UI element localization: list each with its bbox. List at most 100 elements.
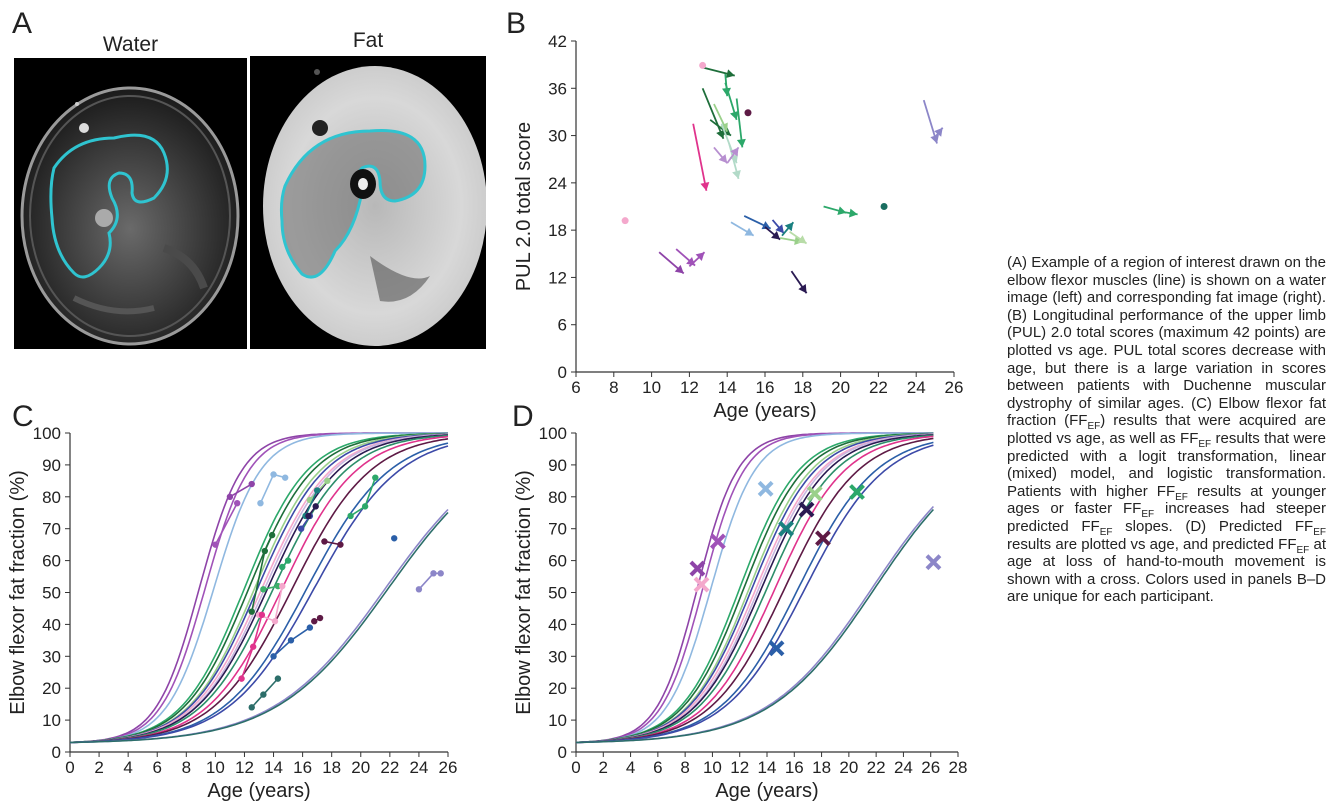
x-tick-label: 24	[907, 378, 926, 397]
observed-point	[279, 582, 286, 590]
arrow-head	[797, 235, 807, 244]
x-tick-label: 26	[921, 758, 940, 777]
x-tick-label: 4	[626, 758, 635, 777]
x-tick-label: 24	[409, 758, 428, 777]
observed-point	[361, 503, 369, 510]
arrow-head	[744, 227, 754, 236]
predicted-curve	[575, 432, 934, 744]
arrow-head	[730, 147, 739, 157]
single-score-point	[621, 217, 629, 225]
y-tick-label: 30	[548, 127, 567, 146]
caption-subscript: EF	[1175, 491, 1188, 503]
loss-cross-mark	[815, 530, 831, 547]
observed-point	[248, 480, 255, 488]
observed-point	[249, 643, 257, 650]
y-tick-label: 18	[548, 221, 567, 240]
observed-point	[274, 675, 282, 682]
x-tick-label: 8	[680, 758, 689, 777]
y-tick-label: 20	[42, 679, 61, 698]
x-tick-label: 26	[945, 378, 964, 397]
observed-point	[391, 535, 398, 542]
caption-text: results that were predicted with a logit…	[1007, 429, 1326, 500]
y-axis-label: Elbow flexor fat fraction (%)	[7, 470, 29, 715]
caption-text: ) results that were acquired are plotted…	[1007, 412, 1326, 447]
x-axis-label: Age (years)	[715, 780, 818, 802]
observed-point	[261, 547, 269, 555]
arrow-head	[784, 222, 794, 232]
x-tick-label: 12	[730, 758, 749, 777]
y-tick-label: 90	[548, 456, 567, 475]
y-axis-label: PUL 2.0 total score	[513, 122, 535, 291]
y-tick-label: 100	[33, 424, 61, 443]
observed-point	[437, 570, 444, 577]
caption-subscript: EF	[1087, 421, 1101, 433]
predicted-curve	[575, 432, 934, 744]
observed-point	[260, 586, 267, 593]
caption-text: at age at loss of hand-to-mouth movement…	[1007, 535, 1326, 606]
loss-cross-mark	[798, 501, 815, 518]
water-image-label: Water	[102, 33, 159, 56]
x-tick-label: 4	[123, 758, 132, 777]
y-tick-label: 0	[558, 743, 567, 762]
predicted-curve	[575, 433, 934, 744]
panel-letter-c: C	[12, 400, 34, 433]
x-tick-label: 2	[599, 758, 608, 777]
y-tick-label: 6	[558, 316, 567, 335]
x-tick-label: 14	[718, 378, 737, 397]
single-score-point	[880, 203, 888, 210]
arrow-head	[725, 69, 735, 79]
observed-line	[214, 502, 238, 546]
arrow-head	[730, 110, 739, 120]
observed-point	[321, 538, 328, 545]
y-tick-label: 42	[548, 32, 567, 51]
x-tick-label: 18	[322, 758, 341, 777]
predicted-curve	[575, 435, 934, 744]
observed-line	[304, 490, 318, 517]
observed-point	[324, 477, 331, 485]
observed-point	[258, 611, 266, 619]
observed-point	[260, 691, 267, 698]
trajectory-arrow	[701, 87, 725, 140]
panel-letter-b: B	[506, 7, 527, 40]
observed-point	[313, 487, 321, 494]
x-tick-label: 22	[869, 378, 888, 397]
arrow-head	[674, 264, 684, 274]
loss-cross-mark	[693, 576, 710, 593]
predicted-curve	[69, 432, 448, 744]
observed-point	[372, 474, 379, 481]
observed-point	[268, 531, 276, 539]
caption-subscript: EF	[1099, 526, 1113, 538]
observed-line	[229, 483, 253, 498]
loss-cross-mark	[768, 640, 785, 657]
arrow-head	[771, 231, 781, 240]
trajectory-arrow	[692, 123, 708, 191]
arrow-head	[718, 154, 728, 164]
observed-point	[311, 618, 318, 625]
arrow-head	[775, 224, 784, 234]
x-tick-label: 20	[839, 758, 858, 777]
caption-text: results are plotted vs age, and predicte…	[1007, 535, 1297, 553]
observed-point	[226, 493, 234, 500]
arrow-head	[695, 252, 705, 261]
observed-point	[279, 563, 286, 571]
x-tick-label: 10	[703, 758, 722, 777]
observed-point	[284, 557, 292, 564]
x-tick-label: 14	[758, 758, 777, 777]
observed-point	[248, 704, 255, 711]
y-tick-label: 20	[548, 679, 567, 698]
loss-cross-mark	[757, 480, 774, 497]
arrow-head	[761, 221, 771, 230]
caption-text: (A) Example of a region of interest draw…	[1007, 254, 1326, 430]
predicted-curve	[575, 432, 934, 744]
arrow-head	[798, 284, 807, 294]
predicted-curve	[575, 433, 934, 744]
x-axis-label: Age (years)	[207, 780, 310, 802]
y-tick-label: 30	[42, 647, 61, 666]
single-score-point	[699, 61, 707, 69]
x-tick-label: 6	[571, 378, 580, 397]
y-tick-label: 70	[42, 520, 61, 539]
predicted-curve	[575, 433, 934, 744]
predicted-curve	[70, 511, 449, 744]
